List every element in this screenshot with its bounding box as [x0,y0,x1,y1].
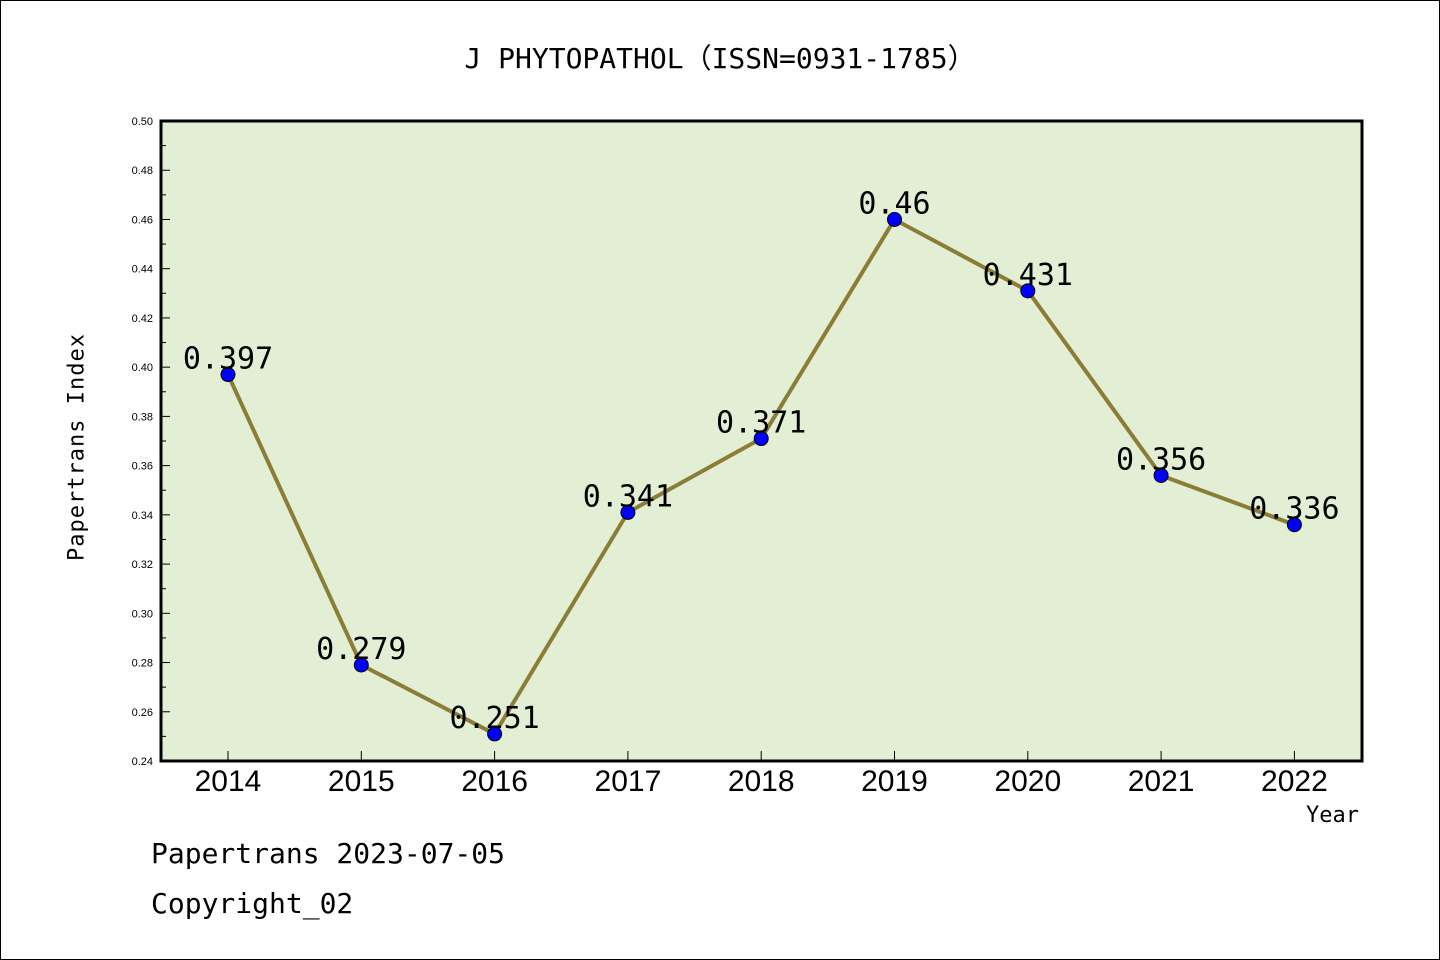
data-point [487,726,503,742]
x-tick-label: 2014 [195,765,262,798]
y-tick-label: 0.46 [132,214,153,226]
data-point [753,431,769,447]
data-label: 0.431 [983,258,1073,293]
data-label: 0.46 [858,186,930,221]
x-axis-label: Year [1306,803,1359,828]
y-tick-label: 0.38 [132,411,153,423]
data-label: 0.279 [316,632,406,667]
y-tick-label: 0.40 [132,362,153,374]
data-label: 0.251 [449,701,539,736]
y-tick-label: 0.28 [132,658,153,670]
y-tick-label: 0.42 [132,313,153,325]
data-point [220,367,236,383]
data-label: 0.371 [716,406,806,441]
footer-copyright: Copyright_02 [151,887,354,920]
data-point [887,211,902,227]
x-tick-label: 2019 [861,765,928,798]
y-tick-label: 0.32 [132,559,153,571]
data-label: 0.341 [583,479,673,514]
y-tick-label: 0.24 [132,756,153,768]
data-point [1020,283,1036,299]
y-tick-label: 0.34 [132,510,153,522]
y-tick-label: 0.48 [132,165,153,177]
chart-title: J PHYTOPATHOL（ISSN=0931-1785） [464,42,976,75]
x-tick-label: 2017 [595,765,662,798]
y-tick-label: 0.30 [132,608,153,620]
x-tick-label: 2020 [994,765,1061,798]
data-point [1153,467,1169,483]
y-tick-label: 0.44 [132,264,153,276]
data-label: 0.336 [1249,492,1339,527]
footer-date: Papertrans 2023-07-05 [151,837,506,870]
x-tick-label: 2022 [1261,765,1328,798]
y-tick-label: 0.50 [132,116,153,128]
y-tick-label: 0.26 [132,707,153,719]
x-tick-label: 2021 [1128,765,1195,798]
x-tick-label: 2015 [328,765,395,798]
data-point [1286,517,1302,533]
x-tick-label: 2018 [728,765,795,798]
data-point [353,657,369,673]
data-point [620,504,636,520]
data-label: 0.356 [1116,442,1206,477]
data-label: 0.397 [183,342,273,377]
y-tick-label: 0.36 [132,461,153,473]
x-tick-label: 2016 [461,765,528,798]
plot-border [159,119,1364,763]
